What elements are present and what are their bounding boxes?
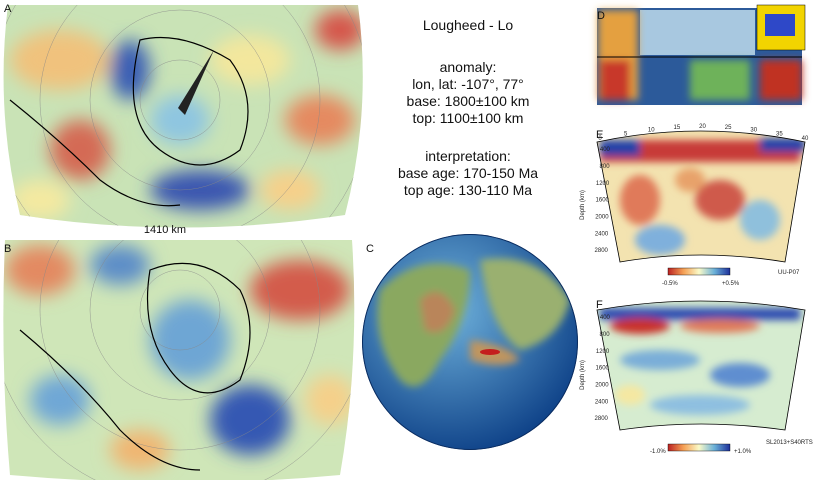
- panel-label: A: [4, 3, 12, 15]
- map-a: [3, 5, 363, 228]
- info-line: interpretation:: [425, 148, 511, 164]
- scale-min: -0.5%: [662, 281, 678, 287]
- depth-tick-label: 1200: [596, 181, 610, 187]
- info-line: anomaly:: [440, 59, 497, 75]
- panel-label: B: [4, 243, 11, 255]
- panel-label: D: [597, 10, 605, 22]
- panel-label: F: [596, 299, 603, 311]
- section-e: [597, 131, 805, 262]
- x-tick-label: 5: [624, 131, 628, 137]
- depth-tick-label: 1600: [596, 366, 610, 372]
- x-tick-label: 15: [674, 125, 681, 131]
- colorbar: [667, 443, 731, 452]
- info-line: base: 1800±100 km: [407, 93, 530, 109]
- depth-tick-label: 400: [600, 315, 611, 321]
- x-tick-label: 40: [802, 136, 809, 142]
- depth-tick-label: 2400: [595, 231, 609, 237]
- depth-tick-label: 2000: [595, 382, 609, 388]
- map-b: [3, 240, 355, 483]
- colorbar: [667, 267, 731, 276]
- depth-tick-label: 800: [600, 164, 611, 170]
- title: Lougheed - Lo: [423, 17, 514, 33]
- depth-tick-label: 1600: [596, 198, 610, 204]
- axis-title: Depth (km): [580, 360, 586, 390]
- depth-label: 1410 km: [144, 224, 186, 236]
- x-tick-label: 20: [699, 124, 706, 130]
- scale-max: +0.5%: [722, 281, 740, 287]
- info-line: lon, lat: -107°, 77°: [412, 76, 524, 92]
- panel-label: E: [596, 129, 603, 141]
- model-name: SL2013+S40RTS: [766, 440, 813, 446]
- info-line: top age: 130-110 Ma: [404, 182, 532, 198]
- panel-label: C: [366, 243, 374, 255]
- depth-tick-label: 2000: [595, 214, 609, 220]
- depth-tick-label: 2800: [595, 248, 609, 254]
- info-line: top: 1100±100 km: [413, 110, 524, 126]
- depth-tick-label: 1200: [596, 349, 610, 355]
- depth-tick-label: 2800: [595, 416, 609, 422]
- axis-title: Depth (km): [580, 190, 586, 220]
- scale-min: -1.0%: [650, 449, 666, 455]
- x-tick-label: 35: [776, 131, 783, 137]
- x-tick-label: 25: [725, 125, 732, 131]
- info-line: base age: 170-150 Ma: [398, 165, 538, 181]
- globe: [362, 234, 578, 450]
- section-f: [597, 301, 805, 430]
- model-name: UU-P07: [778, 270, 800, 276]
- x-tick-label: 30: [750, 128, 757, 134]
- map-d: [597, 4, 806, 105]
- depth-tick-label: 2400: [595, 399, 609, 405]
- depth-tick-label: 800: [600, 332, 611, 338]
- depth-tick-label: 400: [600, 147, 611, 153]
- x-tick-label: 10: [648, 128, 655, 134]
- scale-max: +1.0%: [734, 449, 752, 455]
- x-tick-label: 0: [598, 136, 602, 142]
